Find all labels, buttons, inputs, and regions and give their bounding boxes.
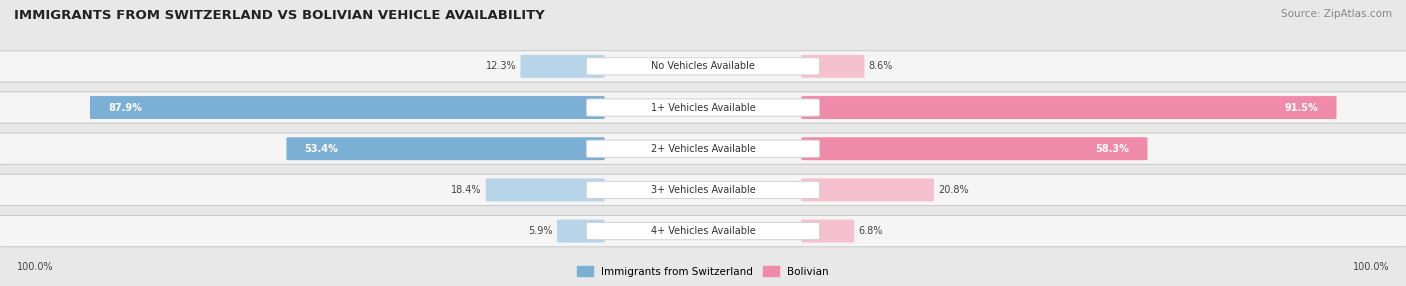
Text: No Vehicles Available: No Vehicles Available xyxy=(651,61,755,71)
FancyBboxPatch shape xyxy=(586,58,820,75)
FancyBboxPatch shape xyxy=(520,55,605,78)
FancyBboxPatch shape xyxy=(287,137,605,160)
FancyBboxPatch shape xyxy=(586,140,820,157)
Text: 20.8%: 20.8% xyxy=(938,185,969,195)
FancyBboxPatch shape xyxy=(801,137,1147,160)
Legend: Immigrants from Switzerland, Bolivian: Immigrants from Switzerland, Bolivian xyxy=(572,262,834,281)
FancyBboxPatch shape xyxy=(0,51,1406,82)
FancyBboxPatch shape xyxy=(0,92,1406,123)
FancyBboxPatch shape xyxy=(586,181,820,198)
Text: 100.0%: 100.0% xyxy=(17,262,53,272)
Text: 87.9%: 87.9% xyxy=(108,103,142,112)
FancyBboxPatch shape xyxy=(801,178,934,201)
Text: 58.3%: 58.3% xyxy=(1095,144,1129,154)
FancyBboxPatch shape xyxy=(801,220,855,243)
FancyBboxPatch shape xyxy=(557,220,605,243)
FancyBboxPatch shape xyxy=(0,215,1406,247)
Text: 6.8%: 6.8% xyxy=(859,226,883,236)
Text: 2+ Vehicles Available: 2+ Vehicles Available xyxy=(651,144,755,154)
Text: IMMIGRANTS FROM SWITZERLAND VS BOLIVIAN VEHICLE AVAILABILITY: IMMIGRANTS FROM SWITZERLAND VS BOLIVIAN … xyxy=(14,9,544,21)
Text: 12.3%: 12.3% xyxy=(485,61,516,71)
Text: 8.6%: 8.6% xyxy=(869,61,893,71)
Text: 100.0%: 100.0% xyxy=(1353,262,1389,272)
FancyBboxPatch shape xyxy=(586,99,820,116)
Text: 4+ Vehicles Available: 4+ Vehicles Available xyxy=(651,226,755,236)
Text: Source: ZipAtlas.com: Source: ZipAtlas.com xyxy=(1281,9,1392,19)
FancyBboxPatch shape xyxy=(485,178,605,201)
Text: 53.4%: 53.4% xyxy=(305,144,339,154)
Text: 1+ Vehicles Available: 1+ Vehicles Available xyxy=(651,103,755,112)
FancyBboxPatch shape xyxy=(90,96,605,119)
Text: 5.9%: 5.9% xyxy=(529,226,553,236)
FancyBboxPatch shape xyxy=(0,133,1406,164)
Text: 18.4%: 18.4% xyxy=(451,185,481,195)
Text: 91.5%: 91.5% xyxy=(1285,103,1319,112)
FancyBboxPatch shape xyxy=(586,223,820,240)
FancyBboxPatch shape xyxy=(801,55,865,78)
FancyBboxPatch shape xyxy=(0,174,1406,206)
FancyBboxPatch shape xyxy=(801,96,1337,119)
Text: 3+ Vehicles Available: 3+ Vehicles Available xyxy=(651,185,755,195)
